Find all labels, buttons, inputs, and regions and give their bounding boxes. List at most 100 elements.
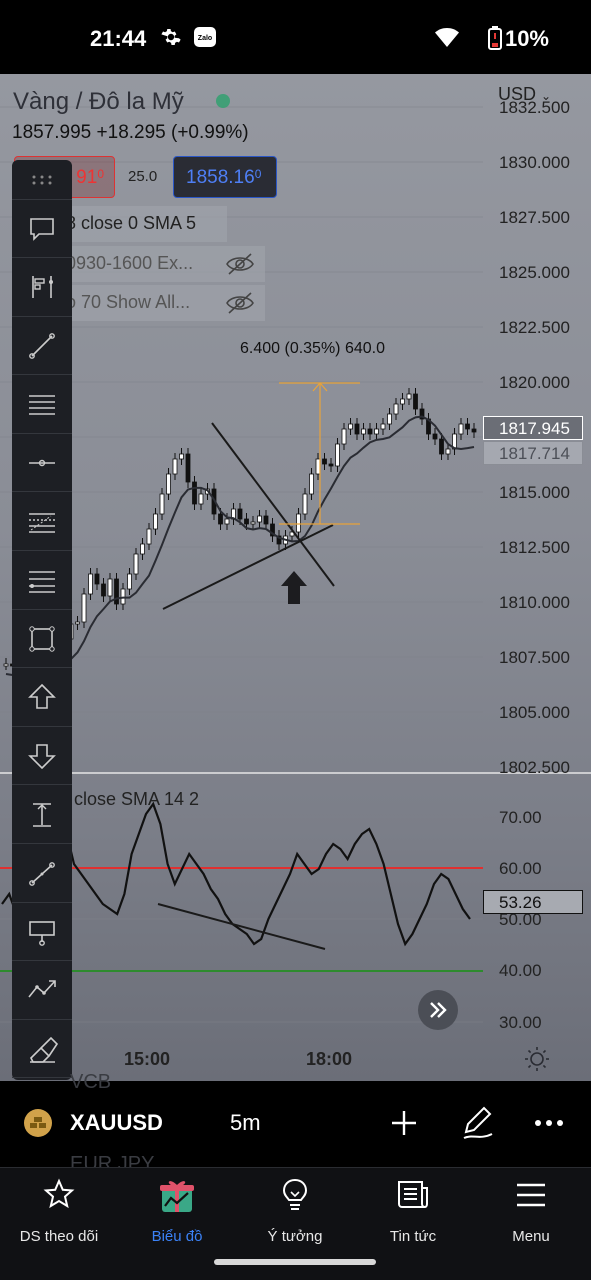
tool-comment[interactable] <box>12 200 72 258</box>
time-axis-label: 18:00 <box>306 1049 353 1069</box>
nav-label: Menu <box>512 1228 550 1245</box>
chart-area[interactable]: Vàng / Đô la Mỹ 1857.995 +18.295 (+0.99%… <box>0 74 591 1081</box>
currency-select[interactable]: USD ⌄ <box>498 84 551 105</box>
buy-price-button[interactable]: 1858.160 <box>173 156 277 198</box>
price-change-line: 1857.995 +18.295 (+0.99%) <box>12 122 249 143</box>
oscillator-title[interactable]: close SMA 14 2 <box>74 789 200 809</box>
support-trendline <box>162 524 334 610</box>
symbol-title[interactable]: Vàng / Đô la Mỹ <box>13 88 184 115</box>
indicator-sma[interactable]: 8 close 0 SMA 5 <box>60 206 227 242</box>
tool-anchored-vwap[interactable] <box>12 259 72 317</box>
tool-callout[interactable] <box>12 903 72 962</box>
pencil-draw-icon[interactable] <box>460 1104 496 1140</box>
symbol-bar: VCB XAUUSD 5m EUR JPY <box>0 1071 591 1175</box>
battery-percent: 10% <box>504 26 549 51</box>
tool-forecast[interactable] <box>12 962 72 1020</box>
candle-body <box>302 493 308 515</box>
candle-body <box>198 493 204 505</box>
candle-body <box>81 593 87 623</box>
tool-fib-extension[interactable] <box>12 552 72 610</box>
interval-selector[interactable]: 5m <box>230 1110 261 1135</box>
tool-rectangle[interactable] <box>12 610 72 669</box>
drawing-toolbar <box>12 160 72 1080</box>
hamburger-icon <box>517 1183 545 1207</box>
candle-body <box>153 513 158 530</box>
scroll-to-latest-button[interactable] <box>418 990 458 1030</box>
tool-arrow-up[interactable] <box>12 669 72 727</box>
news-icon <box>398 1181 428 1208</box>
more-icon[interactable] <box>534 1119 564 1127</box>
candle-body <box>179 453 184 460</box>
candle-body <box>341 428 347 445</box>
candle-body <box>322 458 327 465</box>
candle-body <box>354 423 360 435</box>
candle-body <box>257 515 262 523</box>
candle-body <box>250 521 256 525</box>
candle-body <box>367 428 373 435</box>
eraser-icon <box>30 1036 58 1063</box>
price-axis-label: 1820.000 <box>499 373 570 392</box>
candle-body <box>309 473 314 495</box>
price-axis-label: 1805.000 <box>499 703 570 722</box>
candle-body <box>374 428 379 435</box>
oscillator-line <box>1 801 471 947</box>
tool-arrow-down[interactable] <box>12 727 72 786</box>
toolbar-grip[interactable] <box>12 160 72 200</box>
osc-value-tag: 53.26 <box>483 890 583 914</box>
sma-line <box>5 415 475 680</box>
price-axis-label: 1825.000 <box>499 263 570 282</box>
indicator-label: 8 close 0 SMA 5 <box>66 213 197 233</box>
buy-price-sup: 0 <box>254 167 262 181</box>
indicator-session[interactable]: 0930-1600 Ex... <box>60 246 265 282</box>
fib-retracement-icon <box>29 512 55 533</box>
price-axis-label: 1832.500 <box>499 98 570 117</box>
tool-trend-line[interactable] <box>12 317 72 376</box>
candle-body <box>3 663 9 667</box>
tool-eraser[interactable] <box>12 1020 72 1079</box>
candle-body <box>146 528 152 545</box>
market-status-dot <box>216 94 230 108</box>
candle-body <box>471 428 477 433</box>
candle-body <box>270 523 275 537</box>
candle-body <box>445 448 451 455</box>
candle-body <box>94 573 100 585</box>
candle-body <box>127 573 132 590</box>
chart-canvas[interactable] <box>0 74 591 1081</box>
tool-fib-retracement[interactable] <box>12 493 72 551</box>
tool-horizontal-lines[interactable] <box>12 376 72 434</box>
battery-low-icon <box>488 26 502 50</box>
horizontal-lines-icon <box>29 395 55 415</box>
osc-axis-label: 50.00 <box>499 910 542 929</box>
candle-body <box>107 578 113 597</box>
eye-hidden-icon[interactable] <box>225 291 255 315</box>
tool-price-range[interactable] <box>12 786 72 844</box>
candle-body <box>237 508 243 520</box>
price-axis-label: 1810.000 <box>499 593 570 612</box>
tool-horizontal-ray[interactable] <box>12 434 72 493</box>
candle-body <box>140 543 145 555</box>
buy-price: 1858.16 <box>186 167 255 188</box>
ghost-symbol: VCB <box>70 1071 112 1093</box>
home-indicator[interactable] <box>214 1259 376 1265</box>
price-axis-label: 1807.500 <box>499 648 570 667</box>
tool-trend-angle[interactable] <box>12 845 72 903</box>
price-range-measure <box>279 382 360 525</box>
nav-label: Biểu đồ <box>151 1228 203 1245</box>
candle-body <box>75 621 80 625</box>
chevron-down-icon: ⌄ <box>541 89 552 103</box>
plus-icon[interactable] <box>390 1109 418 1137</box>
indicator-rsi[interactable]: o 70 Show All... <box>60 285 265 321</box>
candle-body <box>439 438 444 455</box>
time-axis-label: 15:00 <box>124 1049 171 1069</box>
sun-icon[interactable] <box>524 1046 550 1072</box>
candle-body <box>348 423 353 430</box>
candle-body <box>114 578 119 605</box>
eye-hidden-icon[interactable] <box>225 252 255 276</box>
candle-body <box>263 515 269 525</box>
star-icon <box>43 1178 75 1209</box>
svg-text:Zalo: Zalo <box>198 35 212 42</box>
symbol-ticker[interactable]: XAUUSD <box>70 1110 163 1135</box>
bottom-nav: DS theo dõi Biểu đồ Ý tưởng Tin tức <box>0 1167 591 1280</box>
grip-dots-icon <box>32 175 52 184</box>
candle-body <box>335 443 340 467</box>
